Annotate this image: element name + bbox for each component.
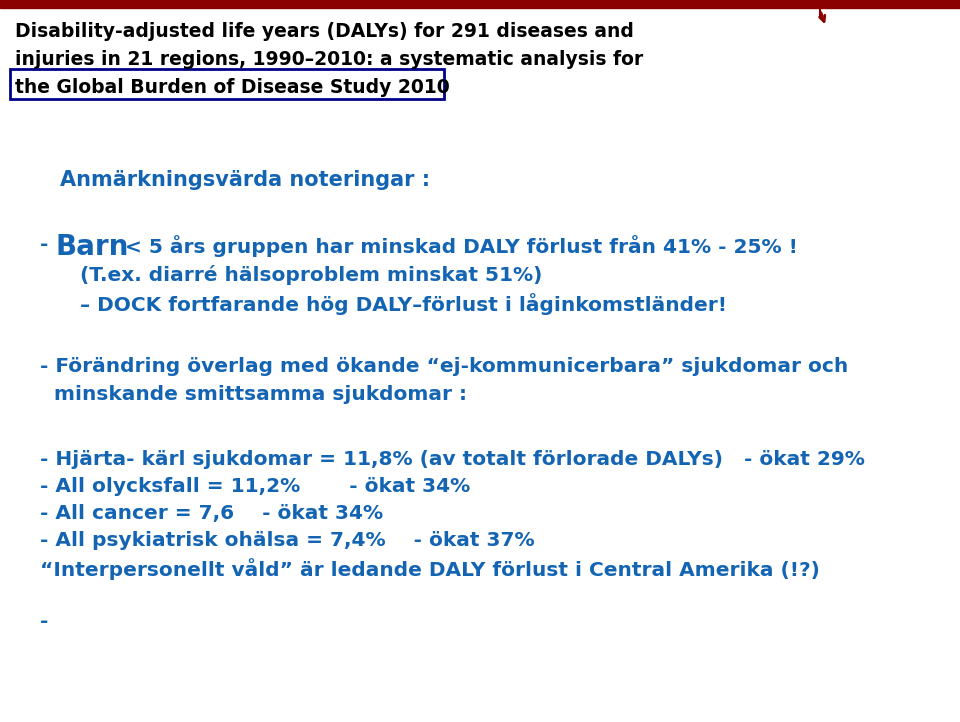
Text: - All psykiatrisk ohälsa = 7,4%    - ökat 37%: - All psykiatrisk ohälsa = 7,4% - ökat 3… <box>40 531 535 550</box>
Text: - All olycksfall = 11,2%       - ökat 34%: - All olycksfall = 11,2% - ökat 34% <box>40 477 470 496</box>
Text: minskande smittsamma sjukdomar :: minskande smittsamma sjukdomar : <box>40 385 467 404</box>
Text: (T.ex. diarré hälsoproblem minskat 51%): (T.ex. diarré hälsoproblem minskat 51%) <box>80 265 542 285</box>
Text: Barn: Barn <box>56 233 130 261</box>
Text: – DOCK fortfarande hög DALY–förlust i låginkomstländer!: – DOCK fortfarande hög DALY–förlust i lå… <box>80 293 727 315</box>
Text: Disability-adjusted life years (DALYs) for 291 diseases and: Disability-adjusted life years (DALYs) f… <box>15 22 634 41</box>
Bar <box>0 0 960 8</box>
Text: Anmärkningsvärda noteringar :: Anmärkningsvärda noteringar : <box>60 170 430 190</box>
Text: the Global Burden of Disease Study 2010: the Global Burden of Disease Study 2010 <box>15 78 449 97</box>
Text: - Förändring överlag med ökande “ej-kommunicerbara” sjukdomar och: - Förändring överlag med ökande “ej-komm… <box>40 357 849 376</box>
Text: - Hjärta- kärl sjukdomar = 11,8% (av totalt förlorade DALYs)   - ökat 29%: - Hjärta- kärl sjukdomar = 11,8% (av tot… <box>40 450 865 469</box>
Text: “Interpersonellt våld” är ledande DALY förlust i Central Amerika (!?): “Interpersonellt våld” är ledande DALY f… <box>40 558 820 580</box>
Text: - All cancer = 7,6    - ökat 34%: - All cancer = 7,6 - ökat 34% <box>40 504 383 523</box>
Text: -: - <box>40 612 48 631</box>
Text: -: - <box>40 235 48 254</box>
Text: injuries in 21 regions, 1990–2010: a systematic analysis for: injuries in 21 regions, 1990–2010: a sys… <box>15 50 643 69</box>
Text: < 5 års gruppen har minskad DALY förlust från 41% - 25% !: < 5 års gruppen har minskad DALY förlust… <box>118 235 798 257</box>
